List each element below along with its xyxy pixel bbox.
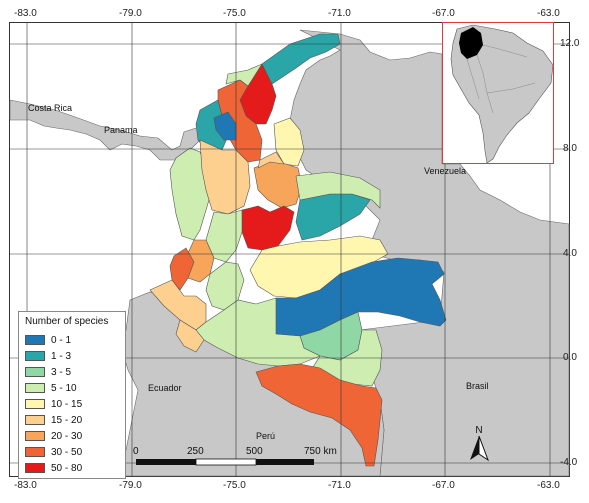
lon-label-top: -67.0 xyxy=(432,8,455,19)
lat-label: 8.0 xyxy=(563,143,577,154)
legend-swatch xyxy=(25,447,45,457)
region-amazonas xyxy=(255,363,383,467)
region-boyaca xyxy=(257,151,285,169)
region-cauca xyxy=(149,279,207,331)
legend-swatch xyxy=(25,399,45,409)
region-choco xyxy=(169,147,213,241)
scale-label: 750 km xyxy=(304,446,337,457)
region-vichada xyxy=(271,257,447,337)
lat-label: 12.0 xyxy=(560,38,580,49)
legend-swatch xyxy=(25,431,45,441)
legend-title: Number of species xyxy=(25,316,109,327)
lat-label: -4.0 xyxy=(560,457,578,468)
lon-label-bottom: -83.0 xyxy=(14,480,37,491)
legend-label: 15 - 20 xyxy=(51,414,83,426)
legend-label: 0 - 1 xyxy=(51,334,72,346)
scale-label: 250 xyxy=(187,446,204,457)
country-label-brasil: Brasil xyxy=(466,381,489,391)
lon-label-top: -75.0 xyxy=(223,8,246,19)
north-letter: N xyxy=(475,425,482,436)
legend-label: 1 - 3 xyxy=(51,350,72,362)
legend-swatch xyxy=(25,335,45,345)
lon-label-bottom: -67.0 xyxy=(432,480,455,491)
legend-swatch xyxy=(25,463,45,473)
south-america-outline xyxy=(450,24,553,163)
scale-label: 500 xyxy=(246,446,263,457)
region-putumayo xyxy=(175,319,205,353)
lon-label-top: -63.0 xyxy=(537,8,560,19)
lat-label: 4.0 xyxy=(563,248,577,259)
scale-bar xyxy=(136,458,314,466)
lon-label-top: -71.0 xyxy=(328,8,351,19)
country-label-peru: Perú xyxy=(256,431,276,441)
lon-label-bottom: -75.0 xyxy=(223,480,246,491)
legend-label: 10 - 15 xyxy=(51,398,83,410)
lon-label-top: -83.0 xyxy=(14,8,37,19)
country-label-costa-rica: Costa Rica xyxy=(28,103,73,113)
legend-item: 10 - 15 xyxy=(25,398,82,410)
lon-label-bottom: -71.0 xyxy=(328,480,351,491)
legend: Number of species 0 - 1 1 - 3 3 - 5 5 - … xyxy=(18,311,126,479)
scale-label: 0 xyxy=(133,446,139,457)
lon-label-top: -79.0 xyxy=(119,8,142,19)
region-narino-coast xyxy=(169,247,195,291)
legend-item: 0 - 1 xyxy=(25,334,71,346)
region-arauca-extra xyxy=(225,63,263,87)
region-casanare xyxy=(295,171,381,209)
region-cundinamarca xyxy=(241,205,295,251)
country-label-ecuador: Ecuador xyxy=(148,383,182,393)
region-antioquia xyxy=(199,139,251,215)
legend-item: 1 - 3 xyxy=(25,350,71,362)
legend-label: 30 - 50 xyxy=(51,446,83,458)
legend-swatch xyxy=(25,383,45,393)
legend-label: 20 - 30 xyxy=(51,430,83,442)
legend-swatch xyxy=(25,367,45,377)
lon-label-bottom: -79.0 xyxy=(119,480,142,491)
legend-label: 5 - 10 xyxy=(51,382,77,394)
legend-swatch xyxy=(25,351,45,361)
legend-item: 3 - 5 xyxy=(25,366,71,378)
region-norte-santander xyxy=(273,117,305,167)
lat-label: 0.0 xyxy=(563,352,577,363)
inset-map xyxy=(442,22,554,164)
legend-item: 20 - 30 xyxy=(25,430,82,442)
country-label-venezuela: Venezuela xyxy=(424,166,467,176)
legend-item: 50 - 80 xyxy=(25,462,82,474)
legend-item: 5 - 10 xyxy=(25,382,77,394)
north-arrow-icon: N xyxy=(466,424,492,464)
legend-item: 15 - 20 xyxy=(25,414,82,426)
legend-item: 30 - 50 xyxy=(25,446,82,458)
colombia-departments xyxy=(149,33,447,467)
legend-label: 50 - 80 xyxy=(51,462,83,474)
lon-label-bottom: -63.0 xyxy=(537,480,560,491)
country-label-panama: Panama xyxy=(104,125,138,135)
legend-label: 3 - 5 xyxy=(51,366,72,378)
colombia-inset-shape xyxy=(459,27,483,59)
region-caqueta xyxy=(195,297,321,367)
legend-swatch xyxy=(25,415,45,425)
